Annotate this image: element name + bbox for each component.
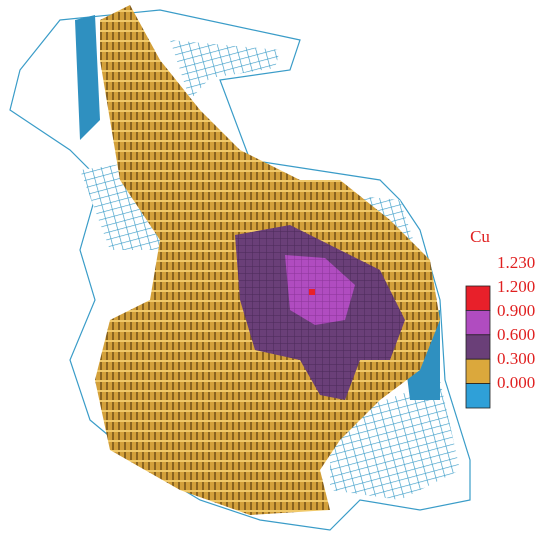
legend-label: 1.230 xyxy=(497,253,535,272)
legend-swatch xyxy=(465,285,491,311)
legend-swatch xyxy=(465,358,491,385)
legend-swatch xyxy=(465,309,491,336)
outline xyxy=(9,9,471,531)
legend-title: Cu xyxy=(470,227,490,246)
legend-label: 0.300 xyxy=(497,349,535,368)
legend-swatch xyxy=(465,334,491,360)
legend-swatch xyxy=(465,383,491,409)
legend: 1.230 1.200 0.900 0.600 0.300 0.000 xyxy=(465,253,535,409)
legend-label: 0.000 xyxy=(497,373,535,392)
legend-label: 0.600 xyxy=(497,325,535,344)
ore-body xyxy=(95,5,440,515)
legend-label: 1.200 xyxy=(497,277,535,296)
legend-label: 0.900 xyxy=(497,301,535,320)
